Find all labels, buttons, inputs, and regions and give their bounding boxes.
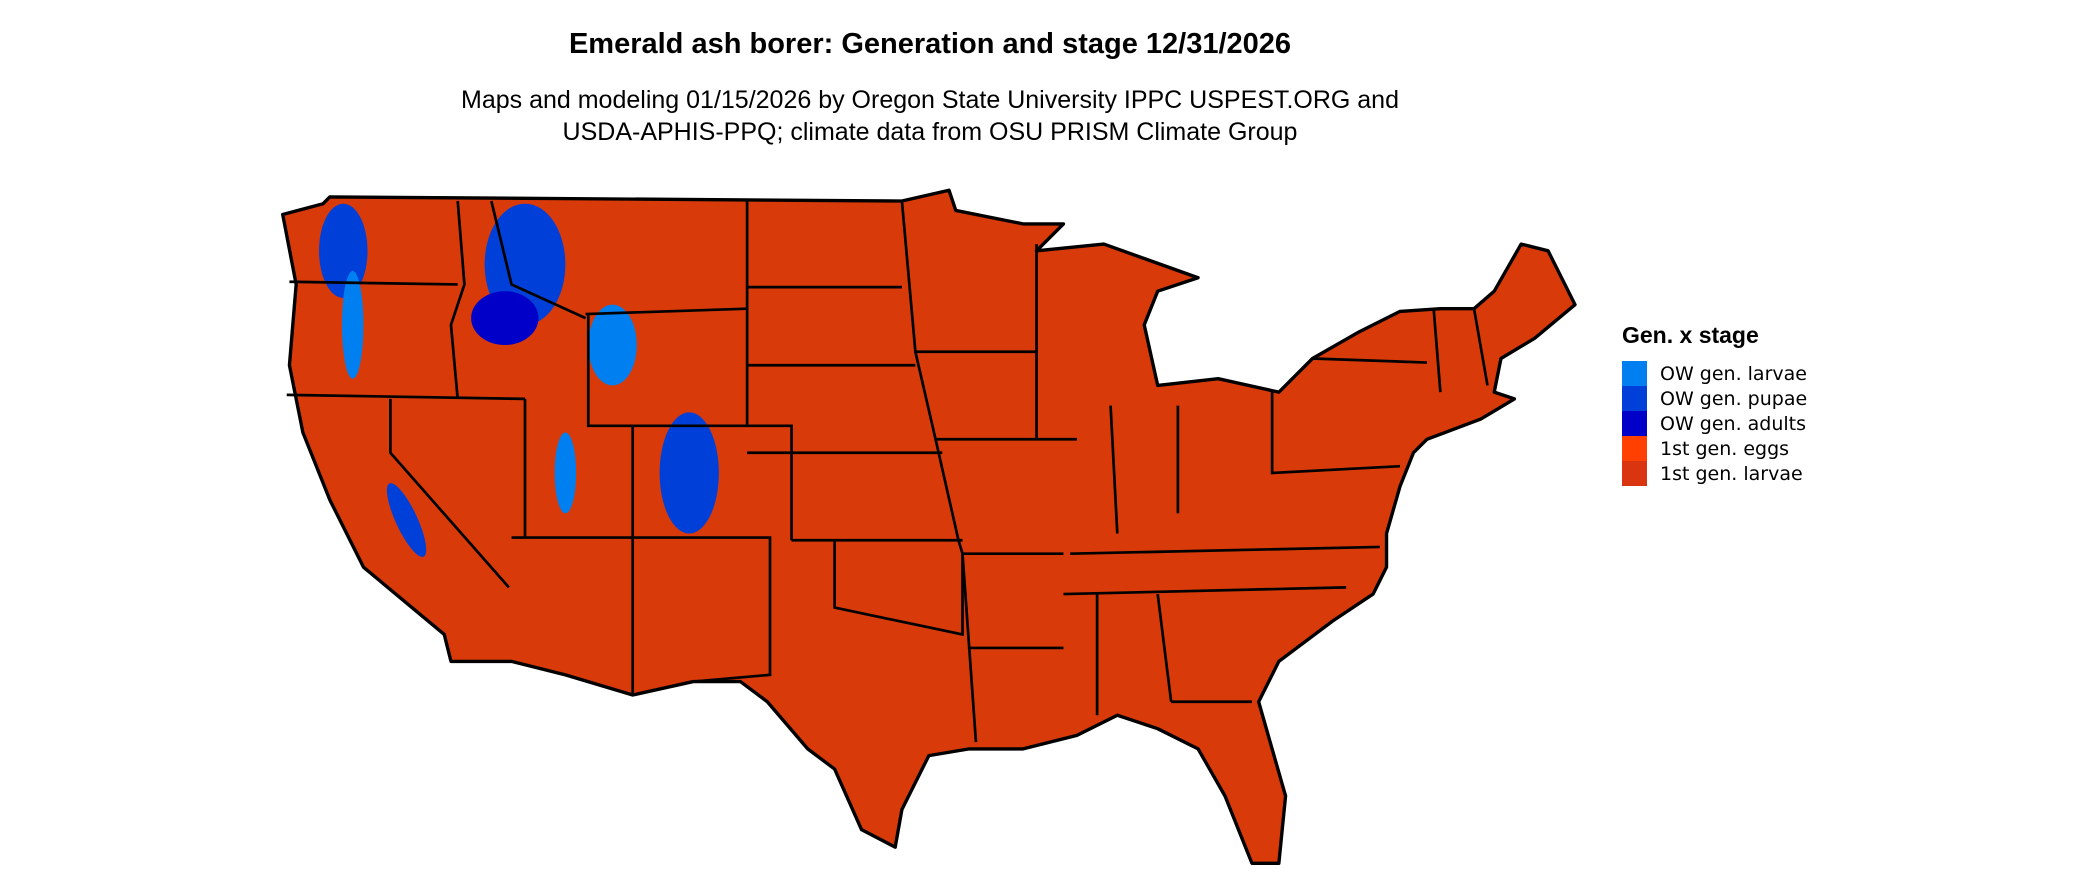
patch-cascades-light	[341, 271, 364, 379]
legend-label: OW gen. larvae	[1660, 362, 1807, 385]
subtitle-line-1: Maps and modeling 01/15/2026 by Oregon S…	[461, 86, 1399, 114]
patch-sierra	[386, 483, 427, 557]
ow-generation-patches	[319, 203, 719, 557]
legend-swatch	[1622, 461, 1647, 486]
us-outline	[281, 188, 1577, 865]
legend-item: 1st gen. eggs	[1622, 436, 1807, 461]
map-title: Emerald ash borer: Generation and stage …	[568, 28, 1292, 60]
legend-label: OW gen. pupae	[1660, 387, 1808, 410]
patch-wyoming	[588, 304, 637, 386]
legend-swatch	[1622, 386, 1647, 411]
patch-utah	[554, 432, 577, 514]
patch-colorado	[659, 412, 719, 534]
legend-item: OW gen. larvae	[1622, 361, 1807, 386]
state-borders	[286, 200, 1489, 743]
legend-label: 1st gen. eggs	[1660, 437, 1790, 460]
legend-item: OW gen. adults	[1622, 411, 1807, 436]
patch-idaho	[471, 291, 539, 346]
legend-item: 1st gen. larvae	[1622, 461, 1807, 486]
legend: Gen. x stage OW gen. larvae OW gen. pupae…	[1622, 322, 1807, 486]
legend-item: OW gen. pupae	[1622, 386, 1807, 411]
legend-swatch	[1622, 411, 1647, 436]
legend-title: Gen. x stage	[1622, 322, 1759, 348]
legend-swatch	[1622, 361, 1647, 386]
map-subtitle: Maps and modeling 01/15/2026 by Oregon S…	[0, 84, 1860, 148]
subtitle-line-2: USDA-APHIS-PPQ; climate data from OSU PR…	[562, 118, 1298, 146]
legend-swatch	[1622, 436, 1647, 461]
legend-label: OW gen. adults	[1660, 412, 1807, 435]
legend-label: 1st gen. larvae	[1660, 462, 1803, 485]
